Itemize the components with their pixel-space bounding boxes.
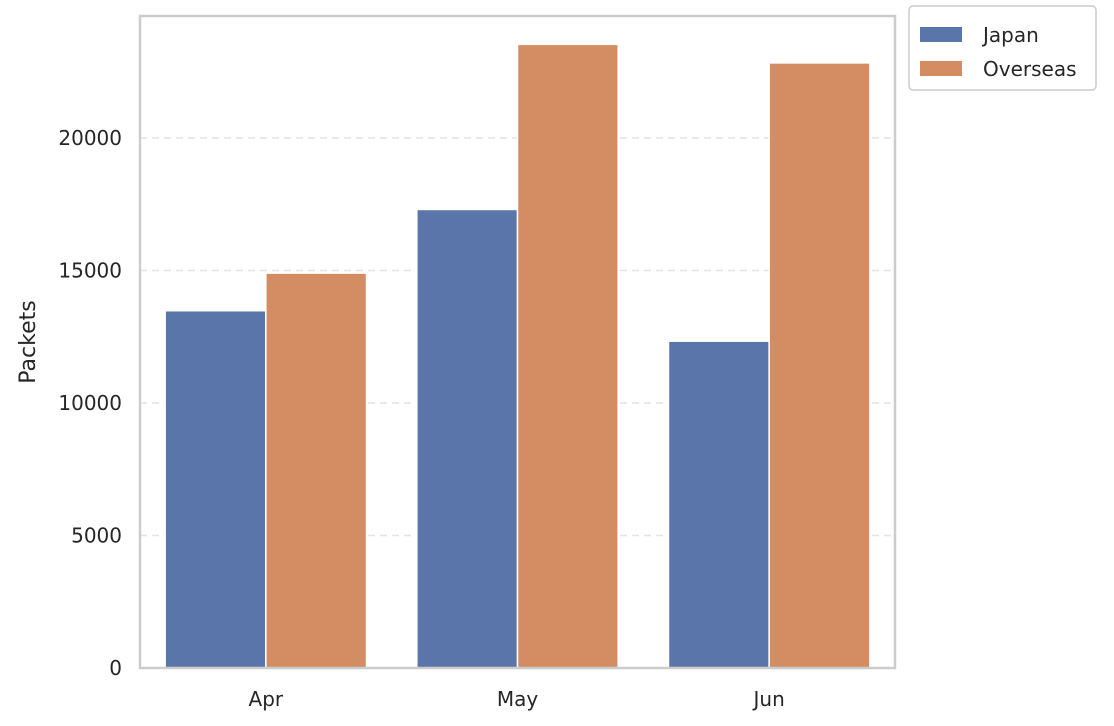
bar-japan-jun — [667, 340, 770, 669]
x-tick-label-jun: Jun — [752, 687, 785, 711]
bars — [164, 43, 871, 669]
x-tick-label-apr: Apr — [249, 687, 284, 711]
bar-japan-may — [416, 208, 519, 669]
legend-label-japan: Japan — [981, 23, 1039, 47]
legend-swatch-japan — [920, 27, 962, 42]
plot-frame — [138, 14, 897, 670]
y-tick-label: 0 — [109, 656, 122, 680]
legend-swatch-overseas — [920, 61, 962, 76]
y-tick-label: 10000 — [58, 391, 122, 415]
y-tick-labels: 0 5000 10000 15000 20000 — [58, 126, 122, 680]
bar-overseas-may — [516, 43, 619, 669]
y-tick-label: 15000 — [58, 258, 122, 282]
x-tick-label-may: May — [497, 687, 539, 711]
legend-label-overseas: Overseas — [983, 57, 1077, 81]
y-tick-label: 20000 — [58, 126, 122, 150]
y-tick-label: 5000 — [71, 523, 122, 547]
y-axis-label: Packets — [16, 300, 41, 383]
x-tick-labels: Apr May Jun — [249, 687, 785, 711]
bar-overseas-apr — [265, 272, 368, 669]
bar-overseas-jun — [768, 62, 871, 669]
legend: Japan Overseas — [908, 5, 1097, 91]
bar-japan-apr — [164, 309, 267, 669]
